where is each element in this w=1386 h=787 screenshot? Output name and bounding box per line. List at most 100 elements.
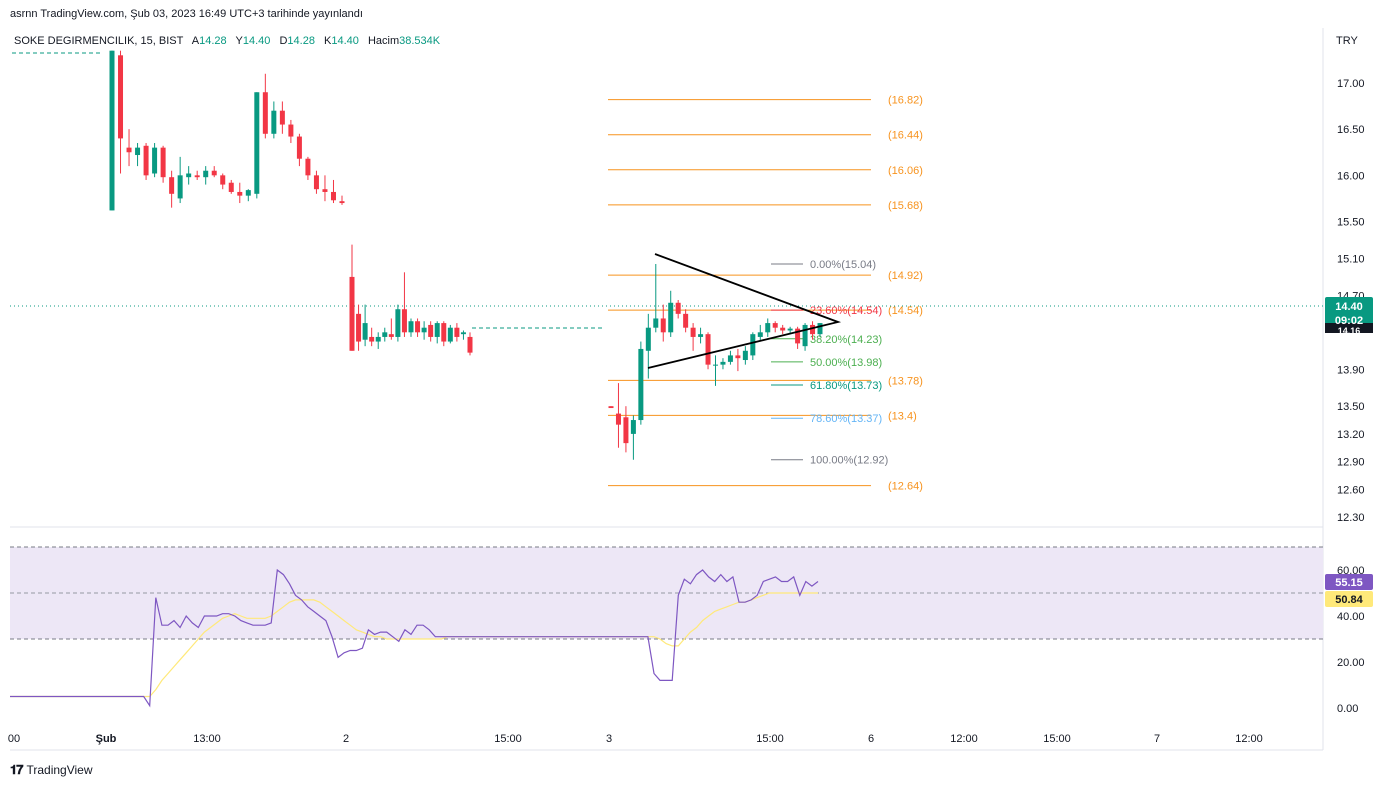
countdown-value: 09:02 — [1335, 315, 1363, 327]
candle-body — [467, 336, 473, 353]
rsi-axis-tick-label: 0.00 — [1337, 703, 1358, 715]
candle-body — [608, 406, 614, 409]
candle-body — [362, 323, 368, 340]
low-value: 14.28 — [287, 35, 315, 47]
horizontal-level-label: (12.64) — [888, 481, 923, 493]
candle-body — [401, 309, 407, 333]
candle-body — [757, 332, 763, 337]
last-price-value: 14.40 — [1335, 301, 1363, 313]
candle-body — [369, 336, 375, 342]
rsi-line — [10, 568, 819, 708]
price-axis-tick-label: 13.20 — [1337, 429, 1365, 441]
candle-body — [279, 110, 285, 125]
footer-brand-label: TradingView — [26, 763, 93, 777]
price-axis-tick-label: 17.00 — [1337, 78, 1365, 90]
candle-body — [408, 321, 414, 333]
horizontal-level-label: (16.82) — [888, 95, 923, 107]
candle-body — [271, 110, 277, 134]
time-axis-tick-label: 15:00 — [756, 733, 784, 745]
candle-body — [169, 177, 175, 194]
hidden-price-value: 14.16 — [1338, 326, 1361, 336]
candle-body — [296, 136, 302, 159]
time-axis-tick-label: 3 — [606, 733, 612, 745]
fib-level-label: 61.80%(13.73) — [810, 380, 882, 392]
candle-body — [772, 323, 778, 328]
fib-level-label: 78.60%(13.37) — [810, 413, 882, 425]
price-axis-tick-label: 13.50 — [1337, 401, 1365, 413]
candle-body — [211, 170, 217, 176]
candle-body — [228, 182, 234, 192]
candle-body — [305, 158, 311, 176]
candle-body — [194, 175, 200, 178]
candle-body — [421, 327, 427, 333]
low-label: D — [279, 35, 288, 47]
candle-body — [177, 175, 183, 199]
candle-body — [220, 175, 226, 185]
candle-body — [735, 355, 741, 359]
fib-level-label: 23.60%(14.54) — [810, 305, 882, 317]
publish-caption: asrnn TradingView.com, Şub 03, 2023 16:4… — [10, 8, 363, 20]
candle-body — [262, 92, 268, 134]
open-value: 14.28 — [199, 35, 227, 47]
candle-body — [645, 327, 651, 351]
candle-body — [653, 318, 659, 328]
close-label: K — [324, 35, 332, 47]
candle-body — [441, 323, 447, 342]
candle-body — [638, 348, 644, 421]
candle-body — [795, 328, 801, 344]
time-axis-tick-label: 13:00 — [193, 733, 221, 745]
candle-body — [460, 332, 466, 335]
candle-body — [660, 318, 666, 333]
triangle-pattern-drawing — [647, 253, 842, 369]
candle-body — [375, 336, 381, 342]
candle-body — [810, 324, 816, 335]
price-axis-tick-label: 15.10 — [1337, 253, 1365, 265]
candle-body — [118, 55, 124, 139]
candle-body — [395, 309, 401, 337]
footer-brand[interactable]: 𝟏𝟕 TradingView — [10, 762, 93, 778]
candle-body — [787, 328, 793, 331]
candle-body — [690, 327, 696, 337]
candle-body — [339, 201, 345, 204]
volume-value: 38.534K — [399, 35, 441, 47]
candle-body — [447, 327, 453, 342]
currency-label[interactable]: TRY — [1336, 35, 1358, 47]
candle-body — [245, 190, 251, 196]
time-axis-tick-label: 12:00 — [950, 733, 978, 745]
candle-body — [356, 313, 362, 342]
ohlc-legend: SOKE DEGIRMENCILIK, 15, BIST A14.28 Y14.… — [14, 35, 446, 47]
candle-body — [109, 50, 115, 211]
time-axis-tick-label: 2 — [343, 733, 349, 745]
horizontal-level-label: (14.54) — [888, 305, 923, 317]
candle-body — [727, 355, 733, 362]
price-axis-tick-label: 15.50 — [1337, 217, 1365, 229]
fib-level-label: 50.00%(13.98) — [810, 357, 882, 369]
candle-body — [237, 191, 243, 196]
rsi-axis-tick-label: 20.00 — [1337, 657, 1365, 669]
price-axis-tick-label: 12.30 — [1337, 512, 1365, 524]
tradingview-logo-icon: 𝟏𝟕 — [10, 762, 24, 777]
candle-body — [817, 323, 823, 335]
rsi-value-badge — [1325, 574, 1373, 590]
candle-body — [742, 350, 748, 361]
hidden-price-badge — [1325, 323, 1373, 333]
candle-body — [313, 175, 319, 190]
candle-body — [152, 147, 158, 174]
rsi-ma-badge — [1325, 591, 1373, 607]
candle-body — [254, 92, 260, 194]
candle-body — [388, 334, 394, 337]
candle-body — [143, 145, 149, 176]
candle-body — [780, 327, 786, 331]
candle-body — [705, 334, 711, 365]
candle-body — [668, 302, 674, 333]
rsi-ma-value-label: 50.84 — [1335, 594, 1363, 606]
price-axis-tick-label: 12.90 — [1337, 457, 1365, 469]
candle-body — [802, 324, 808, 347]
candle-body — [675, 302, 681, 314]
horizontal-level-label: (15.68) — [888, 200, 923, 212]
symbol-label[interactable]: SOKE DEGIRMENCILIK, 15, BIST — [14, 35, 184, 47]
volume-label: Hacim — [367, 35, 400, 47]
high-label: Y — [235, 35, 243, 47]
price-axis-tick-label: 12.60 — [1337, 484, 1365, 496]
